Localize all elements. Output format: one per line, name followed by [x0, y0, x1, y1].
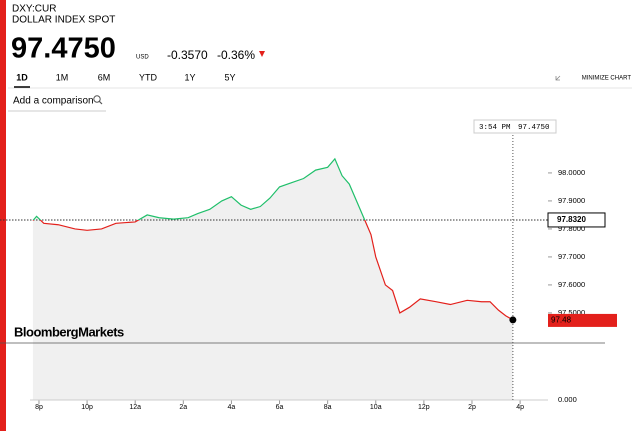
tab[interactable]: 1Y: [184, 72, 195, 82]
tab[interactable]: 5Y: [224, 72, 235, 82]
y-tick-label: 97.7000: [558, 252, 585, 261]
search-icon-handle: [98, 100, 103, 105]
down-arrow: [259, 51, 265, 57]
y-tick-label: 97.9000: [558, 196, 585, 205]
x-tick-label: 8a: [324, 404, 332, 411]
last-price-label: 97.48: [551, 316, 572, 325]
currency: USD: [136, 55, 149, 61]
y-tick-label: 97.8000: [558, 224, 585, 233]
accent-bar: [0, 0, 6, 431]
minimize-chart[interactable]: MINIMIZE CHART: [582, 76, 632, 82]
x-tick-label: 4a: [228, 404, 236, 411]
change: -0.3570: [167, 48, 208, 62]
x-tick-label: 2a: [179, 404, 187, 411]
watermark: BloombergMarkets: [14, 324, 124, 339]
x-tick-label: 4p: [516, 404, 524, 411]
tab[interactable]: YTD: [139, 72, 158, 82]
area: [32, 158, 513, 400]
tab[interactable]: 1M: [56, 72, 69, 82]
last-price-box: [548, 313, 617, 327]
y-axis-bottom-label: 0.000: [558, 395, 577, 404]
crosshair-time: 3:54 PM: [479, 124, 511, 132]
search-icon[interactable]: [93, 95, 101, 103]
x-tick-label: 10p: [81, 404, 93, 411]
x-tick-label: 8p: [35, 404, 43, 411]
x-tick-label: 2p: [468, 404, 476, 411]
previous-close-label: 97.8320: [557, 215, 586, 224]
last-point: [509, 316, 517, 324]
x-tick-label: 12p: [418, 404, 430, 411]
crosshair-value: 97.4750: [518, 124, 550, 132]
y-tick-label: 97.6000: [558, 280, 585, 289]
x-tick-label: 6a: [276, 404, 284, 411]
instrument-name: DOLLAR INDEX SPOT: [12, 15, 115, 26]
change-pct: -0.36%: [217, 48, 255, 62]
y-tick-label: 98.0000: [558, 168, 585, 177]
y-tick-label: 97.5000: [558, 308, 585, 317]
tab[interactable]: 6M: [98, 72, 111, 82]
price: 97.4750: [11, 33, 116, 65]
x-tick-label: 10a: [370, 404, 382, 411]
tab[interactable]: 1D: [16, 72, 28, 82]
minimize-icon[interactable]: [555, 75, 561, 81]
comparison-input[interactable]: Add a comparison: [13, 96, 94, 107]
x-tick-label: 12a: [129, 404, 141, 411]
price-line: [32, 157, 514, 321]
previous-close-box: [547, 212, 606, 228]
crosshair-box: [473, 119, 557, 134]
ticker: DXY:CUR: [12, 4, 56, 15]
